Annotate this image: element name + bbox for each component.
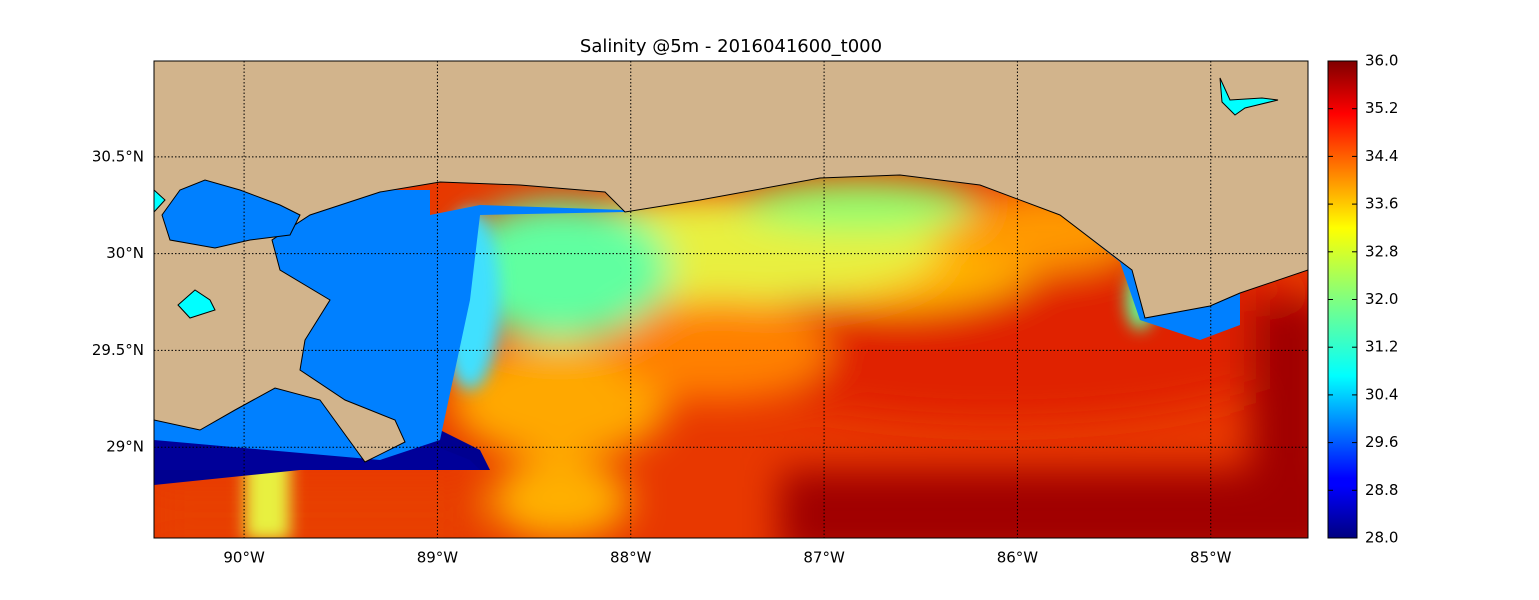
colorbar-tick-label: 32.0 (1365, 290, 1398, 308)
grid (154, 61, 1308, 538)
colorbar-tick-label: 34.4 (1365, 147, 1398, 165)
y-tick-label: 29°N (106, 438, 144, 456)
salinity-field (154, 61, 1308, 538)
y-tick-label: 30°N (106, 244, 144, 262)
colorbar-tick-label: 33.6 (1365, 195, 1398, 213)
colorbar-tick-label: 31.2 (1365, 338, 1398, 356)
y-tick-label: 30.5°N (92, 147, 144, 165)
x-tick-label: 89°W (417, 549, 459, 567)
x-tick-label: 87°W (803, 549, 845, 567)
x-tick-label: 90°W (223, 549, 265, 567)
plot-frame (153, 60, 1309, 539)
y-tick-label: 29.5°N (92, 341, 144, 359)
colorbar-tick-label: 36.0 (1365, 52, 1398, 70)
colorbar-tick-label: 28.8 (1365, 481, 1398, 499)
colorbar-tick-label: 35.2 (1365, 99, 1398, 117)
colorbar-tick-label: 28.0 (1365, 529, 1398, 547)
chart-title: Salinity @5m - 2016041600_t000 (580, 36, 882, 57)
x-tick-label: 88°W (610, 549, 652, 567)
colorbar-tick-label: 30.4 (1365, 385, 1398, 403)
colorbar-tick-label: 29.6 (1365, 433, 1398, 451)
x-tick-label: 86°W (997, 549, 1039, 567)
colorbar-tick-label: 32.8 (1365, 242, 1398, 260)
x-tick-label: 85°W (1190, 549, 1232, 567)
